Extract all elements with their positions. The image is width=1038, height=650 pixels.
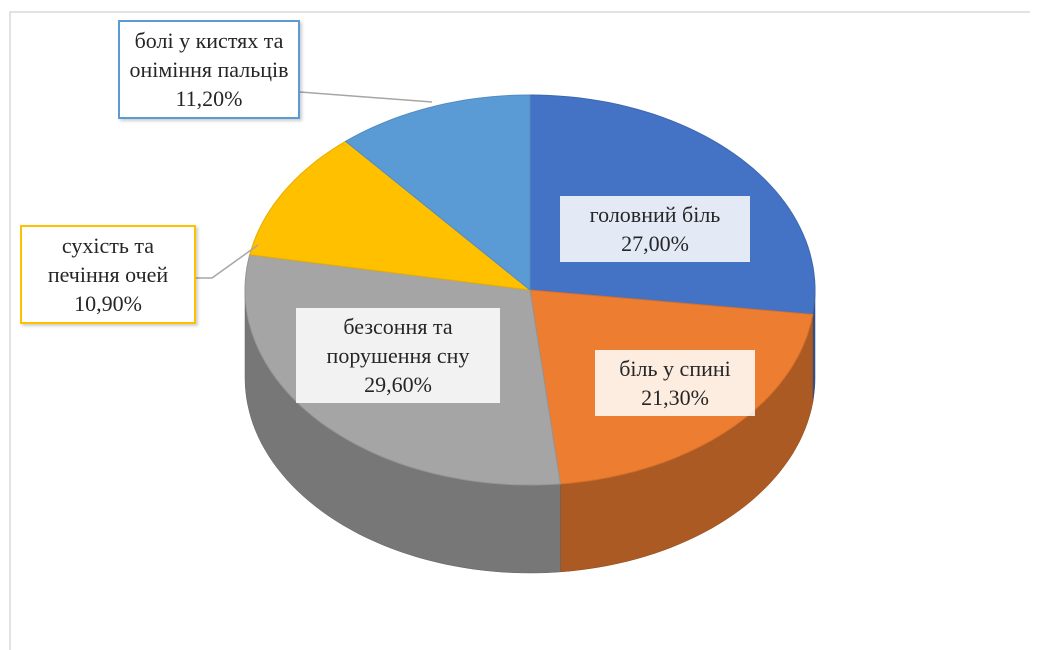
label-name: болі у кистях та оніміння пальців <box>129 28 289 82</box>
label-value: 10,90% <box>74 291 142 316</box>
label-value: 29,60% <box>364 372 432 397</box>
leader-lines <box>195 91 433 279</box>
data-label: головний біль 27,00% <box>560 196 750 262</box>
slice <box>249 140 532 291</box>
label-name: сухість та печіння очей <box>47 233 169 287</box>
data-label: біль у спині 21,30% <box>595 350 755 416</box>
label-name: головний біль <box>589 202 721 227</box>
label-name: безсоння та порушення сну <box>326 314 470 368</box>
label-value: 21,30% <box>641 385 709 410</box>
label-value: 11,20% <box>175 86 243 111</box>
slice <box>344 94 531 292</box>
label-name: біль у спині <box>619 356 731 381</box>
data-label: болі у кистях та оніміння пальців 11,20% <box>118 20 300 119</box>
label-value: 27,00% <box>621 231 689 256</box>
leader-line <box>195 244 259 279</box>
data-label: сухість та печіння очей 10,90% <box>20 225 196 324</box>
leader-line <box>299 91 433 103</box>
pie-tops <box>244 94 816 486</box>
frame <box>9 11 1030 650</box>
data-label: безсоння та порушення сну 29,60% <box>296 308 500 403</box>
